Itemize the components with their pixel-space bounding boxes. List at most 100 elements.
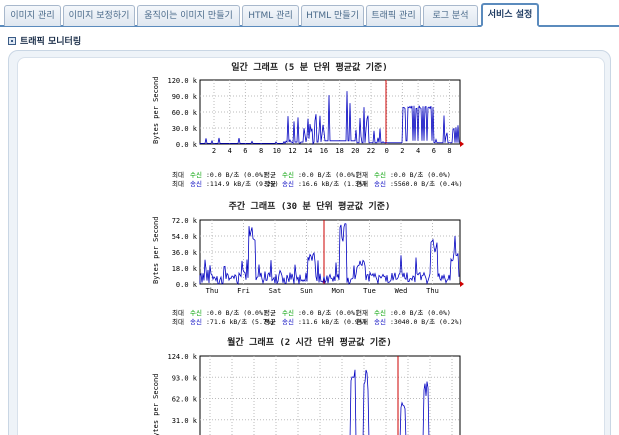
stat-cur-label: 현재 xyxy=(356,171,368,179)
stat-out-label: 송신 xyxy=(282,180,294,188)
stat-avg-out: :11.6 kB/초 (0.9%) xyxy=(298,318,367,326)
y-tick-label: 30.0 k xyxy=(172,125,198,133)
monthly-graph-svg: Bytes per Second 124.0 k 93.0 k 62.0 k 31.0 … xyxy=(152,353,461,435)
stat-avg-out: :16.6 kB/초 (1.3%) xyxy=(298,180,367,188)
x-tick-label: 14 xyxy=(304,147,312,155)
plot-area xyxy=(199,355,461,435)
y-tick-label: 124.0 k xyxy=(167,353,197,361)
y-tick-label: 93.0 k xyxy=(172,374,198,382)
weekly-graph-stats: 최대 수신 :0.0 B/초 (0.0%) 평균 수신 :0.0 B/초 (0.… xyxy=(172,309,472,327)
x-tick-label: Mon xyxy=(332,287,345,295)
y-axis-label: Bytes per Second xyxy=(152,217,160,284)
stat-out-label: 송신 xyxy=(374,318,386,326)
stat-cur-in: :0.0 B/초 (0.0%) xyxy=(390,309,451,317)
x-tick-label: 4 xyxy=(416,147,420,155)
stat-max-in: :0.0 B/초 (0.0%) xyxy=(206,309,267,317)
tab-traffic-manage[interactable]: 트래픽 관리 xyxy=(366,5,421,26)
tab-log-analysis[interactable]: 로그 분석 xyxy=(423,5,478,26)
x-tick-label: 6 xyxy=(432,147,436,155)
y-tick-label: 60.0 k xyxy=(172,109,198,117)
tab-service-settings[interactable]: 서비스 설정 xyxy=(481,3,539,27)
tab-image-manage[interactable]: 이미지 관리 xyxy=(4,5,61,26)
x-tick-label: Tue xyxy=(363,287,376,295)
tab-bar: 이미지 관리 이미지 보정하기 움직이는 이미지 만들기 HTML 관리 HTM… xyxy=(0,0,619,27)
y-axis-label: Bytes per Second xyxy=(152,374,160,435)
stat-in-label: 수신 xyxy=(190,171,202,179)
stat-out-label: 송신 xyxy=(282,318,294,326)
weekly-graph-svg: Bytes per Second 72.0 k 54.0 k 36.0 k 18.0 k… xyxy=(152,217,464,295)
x-tick-label: 8 xyxy=(259,147,263,155)
stat-avg-label: 평균 xyxy=(264,318,276,326)
y-axis-label: Bytes per Second xyxy=(152,77,160,144)
stat-in-label: 수신 xyxy=(190,309,202,317)
stat-in-label: 수신 xyxy=(374,171,386,179)
section-bullet-icon xyxy=(8,37,16,45)
x-tick-label: 10 xyxy=(273,147,281,155)
y-tick-label: 31.0 k xyxy=(172,417,198,425)
x-tick-label: 4 xyxy=(228,147,232,155)
stat-cur-label: 현재 xyxy=(356,318,368,326)
stat-avg-label: 평균 xyxy=(264,171,276,179)
x-tick-label: Sat xyxy=(269,287,282,295)
tab-html-manage[interactable]: HTML 관리 xyxy=(242,5,299,26)
stat-out-label: 송신 xyxy=(374,180,386,188)
tab-html-make[interactable]: HTML 만들기 xyxy=(301,5,364,26)
stat-max-label: 최대 xyxy=(172,180,184,188)
daily-graph: Bytes per Second 120.0 k 90.0 k 60.0 k 30.0 … xyxy=(148,72,466,164)
outbound-traffic-line xyxy=(199,223,460,286)
outbound-traffic-line xyxy=(199,91,460,146)
y-tick-label: 62.0 k xyxy=(172,396,198,404)
section-title: 트래픽 모니터링 xyxy=(8,35,81,49)
stat-max-in: :0.0 B/초 (0.0%) xyxy=(206,171,267,179)
stat-avg-label: 평균 xyxy=(264,309,276,317)
daily-graph-stats: 최대 수신 :0.0 B/초 (0.0%) 평균 수신 :0.0 B/초 (0.… xyxy=(172,171,472,189)
y-tick-label: 36.0 k xyxy=(172,249,198,257)
stat-max-out: :71.6 kB/초 (5.7%) xyxy=(206,318,275,326)
daily-graph-svg: Bytes per Second 120.0 k90.0 k60.0 k30.0 … xyxy=(152,77,464,155)
x-tick-label: 2 xyxy=(400,147,404,155)
y-tick-label: 54.0 k xyxy=(172,233,198,241)
x-tick-label: Wed xyxy=(395,287,408,295)
y-tick-label: 90.0 k xyxy=(172,93,198,101)
y-tick-label: 0.0 k xyxy=(176,281,198,289)
x-tick-label: 22 xyxy=(367,147,375,155)
stat-cur-in: :0.0 B/초 (0.0%) xyxy=(390,171,451,179)
stat-avg-in: :0.0 B/초 (0.0%) xyxy=(298,309,359,317)
x-tick-label: 2 xyxy=(212,147,216,155)
daily-graph-title: 일간 그래프 (5 분 단위 평균값 기준) xyxy=(231,63,388,73)
section-title-text: 트래픽 모니터링 xyxy=(20,37,82,47)
stat-out-label: 송신 xyxy=(190,318,202,326)
y-tick-label: 0.0 k xyxy=(176,141,198,149)
stat-in-label: 수신 xyxy=(282,309,294,317)
x-tick-label: Fri xyxy=(237,287,250,295)
stat-avg-in: :0.0 B/초 (0.0%) xyxy=(298,171,359,179)
x-tick-label: 20 xyxy=(351,147,359,155)
tab-image-correct[interactable]: 이미지 보정하기 xyxy=(63,5,135,26)
stat-in-label: 수신 xyxy=(282,171,294,179)
weekly-graph: Bytes per Second 72.0 k 54.0 k 36.0 k 18.0 k… xyxy=(148,212,466,304)
y-tick-label: 120.0 k xyxy=(167,77,197,85)
x-tick-label: Thu xyxy=(426,287,439,295)
x-tick-label: 8 xyxy=(447,147,451,155)
stat-max-label: 최대 xyxy=(172,318,184,326)
axis-arrow-icon xyxy=(460,281,464,287)
tab-animated-image[interactable]: 움직이는 이미지 만들기 xyxy=(137,5,240,26)
stat-cur-out: :3040.0 B/초 (0.2%) xyxy=(390,318,463,326)
weekly-graph-title: 주간 그래프 (30 분 단위 평균값 기준) xyxy=(228,202,391,212)
stat-avg-label: 평균 xyxy=(264,180,276,188)
stat-max-label: 최대 xyxy=(172,171,184,179)
stat-max-label: 최대 xyxy=(172,309,184,317)
axis-arrow-icon xyxy=(460,141,464,147)
x-tick-label: Thu xyxy=(206,287,219,295)
x-tick-label: Sun xyxy=(300,287,313,295)
x-tick-label: 16 xyxy=(320,147,328,155)
y-tick-label: 72.0 k xyxy=(172,217,198,225)
stat-cur-label: 현재 xyxy=(356,309,368,317)
monthly-graph-title: 월간 그래프 (2 시간 단위 평균값 기준) xyxy=(227,338,392,348)
x-tick-label: 6 xyxy=(243,147,247,155)
stat-cur-out: :5560.0 B/초 (0.4%) xyxy=(390,180,463,188)
stat-cur-label: 현재 xyxy=(356,180,368,188)
x-tick-label: 18 xyxy=(335,147,343,155)
stat-in-label: 수신 xyxy=(374,309,386,317)
stat-out-label: 송신 xyxy=(190,180,202,188)
